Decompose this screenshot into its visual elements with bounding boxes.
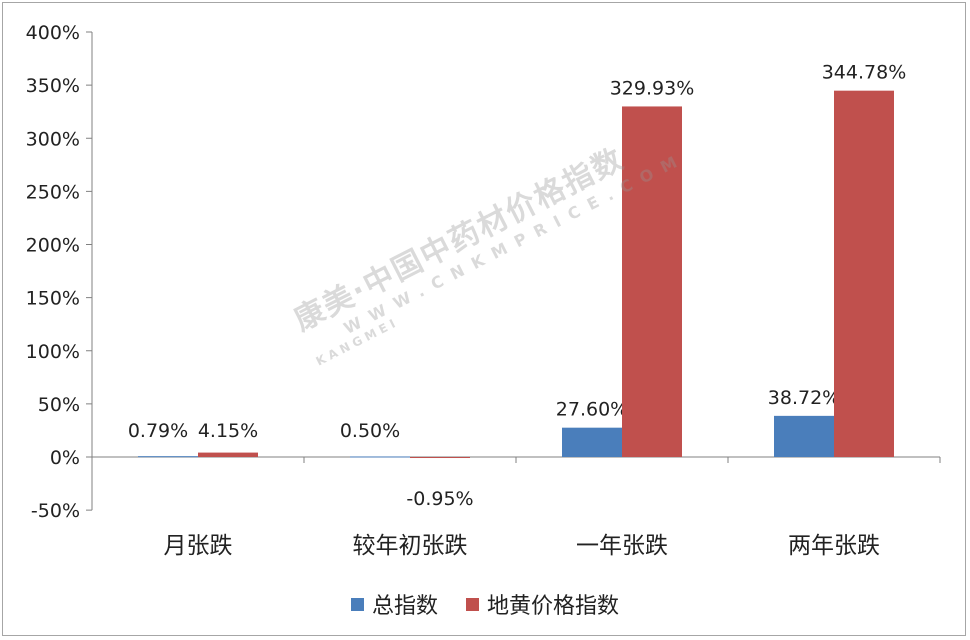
data-label: 4.15% [198, 420, 258, 442]
x-tick-label: 较年初张跌 [353, 533, 468, 559]
legend-label-total: 总指数 [371, 594, 438, 619]
y-tick-label: 100% [26, 341, 80, 363]
legend-label-dihuang: 地黄价格指数 [487, 594, 620, 619]
y-tick-label: 400% [26, 22, 80, 44]
x-tick-label: 两年张跌 [788, 533, 880, 559]
bar-total [774, 415, 834, 457]
y-tick-label: 0% [50, 447, 80, 469]
y-tick-label: -50% [31, 500, 80, 522]
y-tick-label: 350% [26, 75, 80, 97]
bar-dihuang [834, 90, 894, 457]
y-tick-label: 150% [26, 288, 80, 310]
legend-swatch-dihuang [466, 597, 479, 611]
legend-swatch-total [350, 597, 364, 611]
y-tick-label: 250% [26, 181, 80, 203]
y-tick-label: 50% [38, 394, 80, 416]
bar-dihuang [198, 452, 258, 457]
data-label: 0.79% [128, 420, 188, 442]
legend-item-dihuang: 地黄价格指数 [466, 588, 619, 620]
bar-dihuang [622, 106, 682, 457]
data-label: 38.72% [768, 387, 840, 409]
legend-item-total: 总指数 [350, 588, 438, 620]
bar-total [350, 456, 410, 458]
bar-total [138, 456, 198, 458]
x-tick-label: 月张跌 [164, 533, 233, 559]
data-label: 27.60% [556, 399, 628, 421]
bar-total [562, 427, 622, 457]
legend: 总指数 地黄价格指数 [0, 588, 970, 620]
data-label: 344.78% [822, 62, 907, 84]
y-tick-label: 300% [26, 128, 80, 150]
data-label: 329.93% [610, 77, 695, 99]
x-tick-label: 一年张跌 [576, 533, 668, 559]
bar-dihuang [410, 457, 470, 459]
y-tick-label: 200% [26, 235, 80, 257]
data-label: 0.50% [340, 420, 400, 442]
data-label: -0.95% [406, 488, 473, 510]
